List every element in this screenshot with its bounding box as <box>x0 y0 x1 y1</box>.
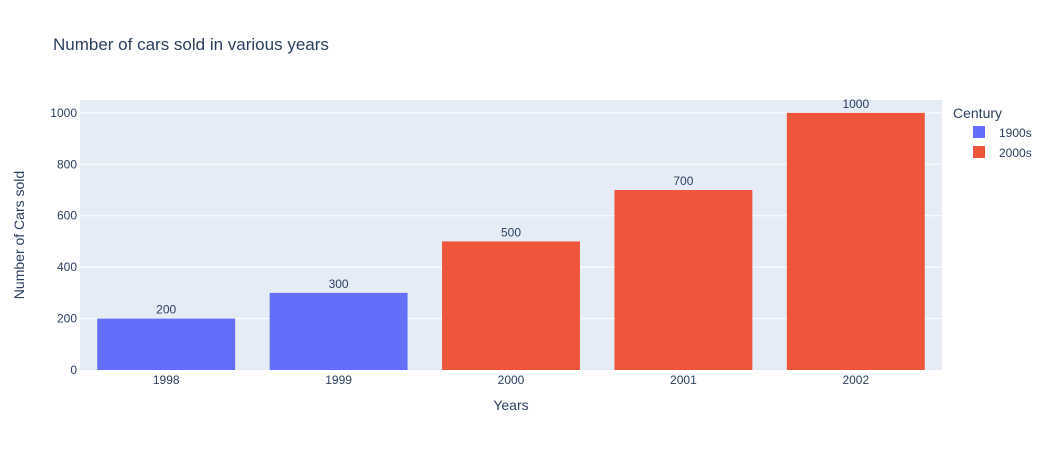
legend-items: 1900s 2000s <box>973 126 1032 160</box>
data-label-1999: 300 <box>329 277 349 291</box>
x-tick-label: 2000 <box>498 373 525 387</box>
legend: Century 1900s 2000s <box>953 105 1032 160</box>
legend-item-2000s[interactable]: 2000s <box>973 146 1032 160</box>
y-tick-label: 0 <box>70 363 77 377</box>
chart-title: Number of cars sold in various years <box>53 35 329 54</box>
x-tick-label: 2002 <box>842 373 869 387</box>
bar-2002[interactable] <box>786 112 925 370</box>
y-axis-title: Number of Cars sold <box>11 171 27 299</box>
bar-2001[interactable] <box>614 190 753 370</box>
x-tick-label: 1998 <box>153 373 180 387</box>
x-axis-title: Years <box>493 397 528 413</box>
legend-item-1900s[interactable]: 1900s <box>973 126 1032 140</box>
bar-1998[interactable] <box>97 318 236 370</box>
y-axis-tick-labels: 0 200 400 600 800 1000 <box>50 106 77 377</box>
bars <box>97 112 925 370</box>
x-tick-label: 2001 <box>670 373 697 387</box>
bar-2000[interactable] <box>442 241 580 370</box>
legend-label: 1900s <box>999 126 1032 140</box>
data-label-2000: 500 <box>501 225 521 239</box>
y-tick-label: 600 <box>57 209 77 223</box>
x-axis-tick-labels: 1998 1999 2000 2001 2002 <box>153 373 870 387</box>
legend-label: 2000s <box>999 146 1032 160</box>
legend-swatch <box>973 126 985 138</box>
bar-1999[interactable] <box>269 292 408 370</box>
y-tick-label: 1000 <box>50 106 77 120</box>
y-tick-label: 400 <box>57 260 77 274</box>
data-label-2001: 700 <box>673 174 693 188</box>
y-tick-label: 800 <box>57 157 77 171</box>
x-tick-label: 1999 <box>325 373 352 387</box>
legend-swatch <box>973 146 985 158</box>
bar-data-labels: 200 300 500 700 1000 <box>156 97 869 317</box>
legend-title: Century <box>953 105 1002 121</box>
data-label-1998: 200 <box>156 303 176 317</box>
y-tick-label: 200 <box>57 312 77 326</box>
data-label-2002: 1000 <box>842 97 869 111</box>
